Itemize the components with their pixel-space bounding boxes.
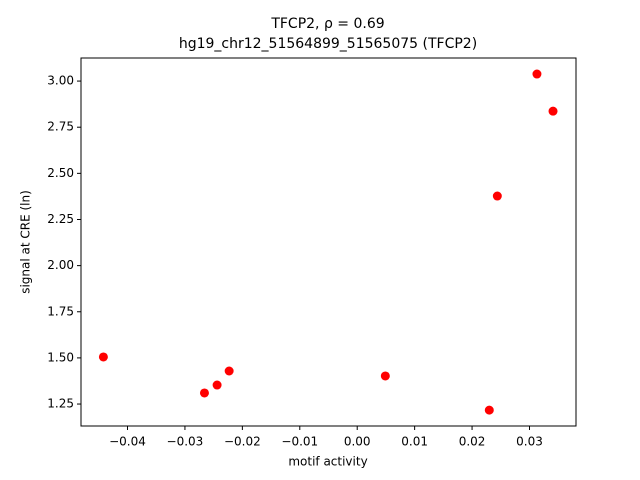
y-tick-label: 1.25 [47,397,74,411]
y-tick-label: 1.50 [47,350,74,364]
x-tick-label: 0.00 [344,435,371,449]
point [212,380,222,390]
chart-title: TFCP2, ρ = 0.69 [270,16,384,32]
x-axis-label: motif activity [288,455,367,469]
point [224,366,234,376]
y-tick-label: 2.00 [47,258,74,272]
x-tick-label: −0.01 [281,435,318,449]
point [98,352,108,362]
x-tick-label: 0.03 [516,435,543,449]
chart-subtitle: hg19_chr12_51564899_51565075 (TFCP2) [179,36,477,52]
point [548,106,558,116]
x-tick-label: −0.04 [109,435,146,449]
point [199,388,209,398]
x-tick-label: 0.02 [459,435,486,449]
point [484,405,494,415]
plot-frame [80,57,577,427]
y-tick-label: 3.00 [47,74,74,88]
x-tick-label: −0.02 [224,435,261,449]
point [532,69,542,79]
y-tick-label: 1.75 [47,304,74,318]
x-tick-label: −0.03 [167,435,204,449]
y-tick-label: 2.75 [47,120,74,134]
point [380,371,390,381]
y-tick-label: 2.50 [47,166,74,180]
x-tick-label: 0.01 [401,435,428,449]
y-tick-label: 2.25 [47,212,74,226]
point [492,191,502,201]
y-axis-label: signal at CRE (ln) [19,190,33,294]
